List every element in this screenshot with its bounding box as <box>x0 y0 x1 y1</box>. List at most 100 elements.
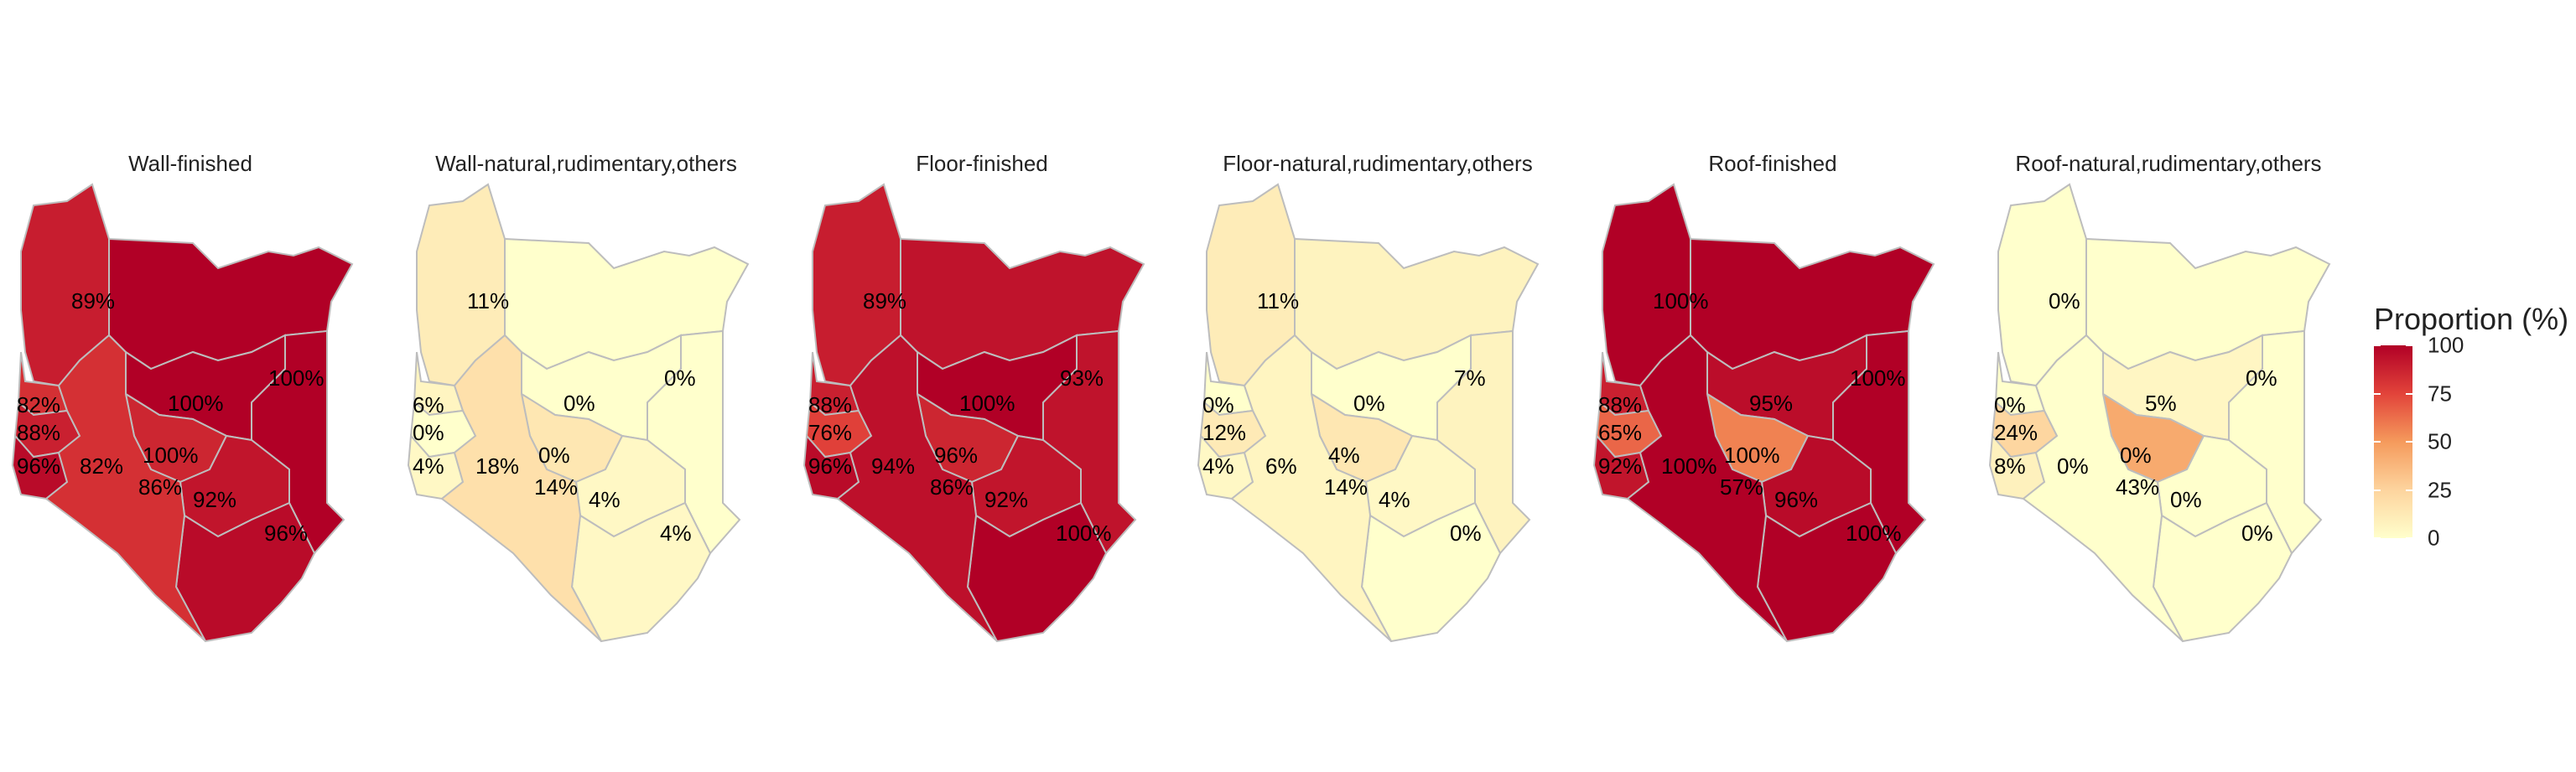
region-value-label: 6% <box>1265 453 1297 479</box>
region-value-label: 100% <box>959 391 1015 416</box>
region-value-label: 92% <box>1598 453 1642 479</box>
region-value-label: 5% <box>2145 391 2177 416</box>
region-value-label: 92% <box>193 487 236 512</box>
region-value-label: 0% <box>1994 392 2026 417</box>
region-value-label: 86% <box>930 474 974 500</box>
region-value-label: 89% <box>863 288 906 313</box>
region-value-label: 96% <box>1774 487 1818 512</box>
legend-tick-mark <box>2406 392 2412 395</box>
region-value-label: 76% <box>808 420 852 445</box>
map-panel: 89% 100% 82% 100% 88% 96% 82% 100% 86% 92% 96% <box>11 183 354 643</box>
region-value-label: 96% <box>934 443 978 468</box>
region-value-label: 93% <box>1060 365 1104 391</box>
region-value-label: 65% <box>1598 420 1642 445</box>
legend-tick-mark <box>2374 489 2381 491</box>
region-value-label: 4% <box>660 521 692 546</box>
region-value-label: 82% <box>80 453 123 479</box>
region-rift-south <box>44 334 206 642</box>
panel-title: Floor-finished <box>916 151 1048 176</box>
region-value-label: 11% <box>1257 288 1299 313</box>
region-value-label: 82% <box>17 392 60 417</box>
region-value-label: 14% <box>1324 474 1368 500</box>
legend-tick-mark <box>2406 441 2412 443</box>
region-value-label: 4% <box>589 487 621 512</box>
region-value-label: 7% <box>1454 365 1486 391</box>
legend-tick-label: 0 <box>2428 525 2440 551</box>
region-value-label: 6% <box>413 392 444 417</box>
region-value-label: 89% <box>71 288 115 313</box>
panel-title: Roof-finished <box>1708 151 1837 176</box>
region-value-label: 0% <box>1450 521 1482 546</box>
region-rift-south <box>2022 334 2184 642</box>
region-value-label: 100% <box>1661 453 1717 479</box>
region-value-label: 4% <box>1202 453 1234 479</box>
region-value-label: 100% <box>1653 288 1709 313</box>
region-value-label: 11% <box>467 288 509 313</box>
region-value-label: 0% <box>664 365 696 391</box>
region-rift-south <box>1626 334 1788 642</box>
region-value-label: 24% <box>1994 420 2038 445</box>
region-value-label: 100% <box>1846 521 1902 546</box>
region-value-label: 0% <box>2057 453 2089 479</box>
region-value-label: 95% <box>1749 391 1793 416</box>
region-value-label: 88% <box>1598 392 1642 417</box>
panel-title: Wall-natural,rudimentary,others <box>435 151 737 176</box>
region-value-label: 92% <box>984 487 1028 512</box>
region-rift-south <box>836 334 998 642</box>
region-value-label: 100% <box>1056 521 1112 546</box>
region-value-label: 57% <box>1720 474 1763 500</box>
region-value-label: 0% <box>1353 391 1385 416</box>
legend-tick-mark <box>2374 537 2381 539</box>
region-value-label: 100% <box>168 391 224 416</box>
legend-tick-mark <box>2374 392 2381 395</box>
legend-tick-label: 75 <box>2428 381 2452 406</box>
region-rift-south <box>1230 334 1392 642</box>
panel-title: Wall-finished <box>128 151 252 176</box>
region-value-label: 0% <box>1202 392 1234 417</box>
legend-tick-label: 50 <box>2428 428 2452 454</box>
region-value-label: 88% <box>17 420 60 445</box>
region-value-label: 12% <box>1202 420 1246 445</box>
legend-tick-mark <box>2406 489 2412 491</box>
region-value-label: 96% <box>264 521 308 546</box>
region-value-label: 96% <box>808 453 852 479</box>
region-value-label: 0% <box>413 420 444 445</box>
legend-tick-mark <box>2374 441 2381 443</box>
region-value-label: 0% <box>2049 288 2080 313</box>
panel-title: Floor-natural,rudimentary,others <box>1223 151 1533 176</box>
region-value-label: 4% <box>413 453 444 479</box>
legend-title: Proportion (%) <box>2374 302 2569 336</box>
legend-tick-label: 100 <box>2428 332 2464 358</box>
legend-tick-mark <box>2406 537 2412 539</box>
region-rift-south <box>440 334 602 642</box>
region-value-label: 18% <box>475 453 519 479</box>
region-value-label: 86% <box>138 474 182 500</box>
region-value-label: 96% <box>17 453 60 479</box>
region-value-label: 0% <box>2241 521 2273 546</box>
legend-tick-label: 25 <box>2428 477 2452 502</box>
map-panel: 11% 7% 0% 0% 12% 4% 6% 4% 14% 4% 0% <box>1197 183 1540 643</box>
map-panel: 89% 93% 88% 100% 76% 96% 94% 96% 86% 92% 100% <box>802 183 1145 643</box>
map-panel: 11% 0% 6% 0% 0% 4% 18% 0% 14% 4% 4% <box>407 183 750 643</box>
region-value-label: 14% <box>534 474 578 500</box>
region-value-label: 8% <box>1994 453 2026 479</box>
region-value-label: 100% <box>1850 365 1906 391</box>
region-value-label: 94% <box>871 453 915 479</box>
region-value-label: 100% <box>143 443 199 468</box>
region-value-label: 0% <box>564 391 595 416</box>
map-panel: 0% 0% 0% 5% 24% 8% 0% 0% 43% 0% 0% <box>1988 183 2331 643</box>
legend-tick-mark <box>2374 345 2381 346</box>
region-value-label: 4% <box>1328 443 1360 468</box>
region-value-label: 0% <box>2170 487 2202 512</box>
region-value-label: 0% <box>538 443 570 468</box>
region-value-label: 43% <box>2116 474 2159 500</box>
legend-tick-mark <box>2406 345 2412 346</box>
region-value-label: 4% <box>1379 487 1410 512</box>
region-value-label: 100% <box>1724 443 1780 468</box>
map-panel: 100%100%88% 95%65%92% 100% 100%57% 96%100% <box>1592 183 1935 643</box>
region-value-label: 0% <box>2120 443 2152 468</box>
region-value-label: 88% <box>808 392 852 417</box>
region-value-label: 0% <box>2246 365 2277 391</box>
region-value-label: 100% <box>268 365 325 391</box>
